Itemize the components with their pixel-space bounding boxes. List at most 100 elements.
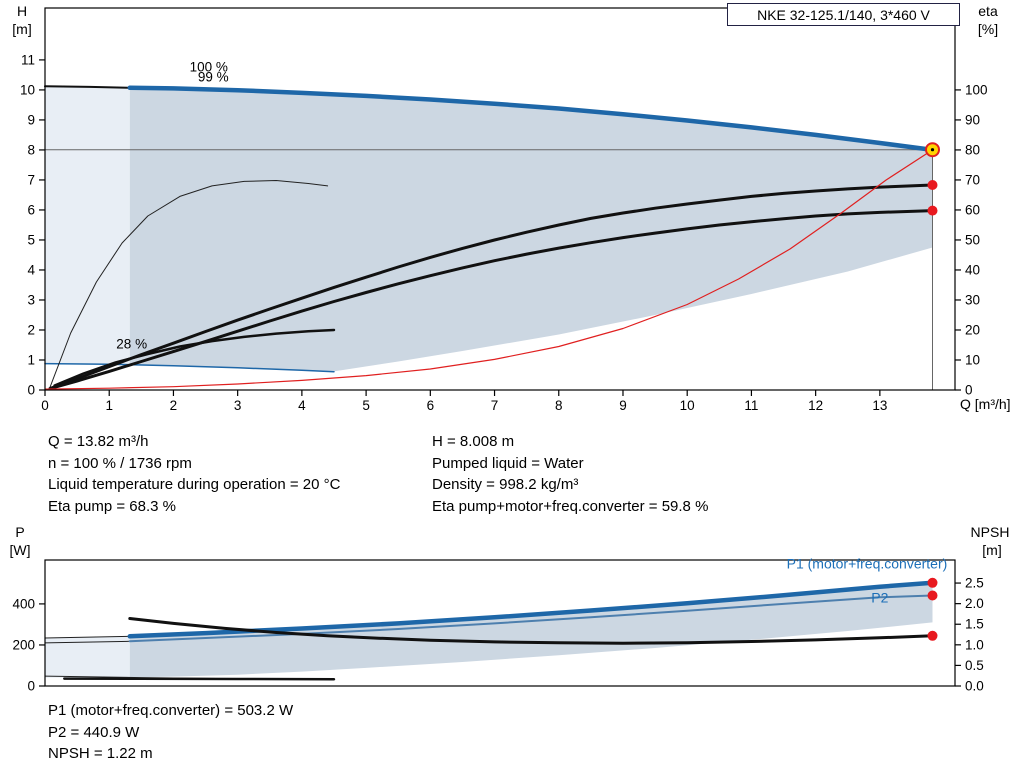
tick-label-left: 8 <box>27 142 35 157</box>
p1-endpoint <box>927 577 938 588</box>
tick-label-bottom: 13 <box>872 398 887 413</box>
axis-title: Q [m³/h] <box>960 396 1011 412</box>
tick-label-left: 6 <box>27 202 35 217</box>
power-envelope <box>129 582 933 678</box>
tick-label-left: 7 <box>27 172 35 187</box>
tick-label-bottom: 4 <box>298 398 306 413</box>
p2-extension <box>44 640 131 644</box>
p2-label: P2 <box>871 589 888 605</box>
p1-label: P1 (motor+freq.converter) <box>787 556 948 572</box>
head-flow-chart-frame <box>44 7 956 391</box>
tick-label-left: 11 <box>21 52 35 67</box>
speed-label-100: 100 % <box>190 59 228 74</box>
duty-point-center <box>930 148 935 152</box>
axis-title: NPSH <box>971 524 1010 540</box>
info-p2-power: P2 = 440.9 W <box>48 723 140 741</box>
tick-label-bottom: 6 <box>427 398 435 413</box>
operating-envelope <box>129 87 933 372</box>
power-npsh-chart-frame <box>44 559 956 687</box>
tick-label-left: 400 <box>12 596 35 611</box>
info-eta-pump: Eta pump = 68.3 % <box>48 497 176 515</box>
pump-curve-max-extension <box>44 85 131 89</box>
power-info: P1 (motor+freq.converter) = 503.2 W P2 =… <box>48 700 293 765</box>
tick-label-right: 50 <box>965 232 980 247</box>
pump-type-label: NKE 32-125.1/140, 3*460 V <box>757 6 930 23</box>
info-speed: n = 100 % / 1736 rpm <box>48 454 192 472</box>
power-npsh-chart: 0 200 400 0.0 0.5 1.0 1.5 2.0 2.5 P [W] NPSH [m] P1 (… <box>10 524 1010 694</box>
tick-label-right: 30 <box>965 292 980 307</box>
tick-label-bottom: 10 <box>680 398 695 413</box>
tick-label-right: 80 <box>965 142 980 157</box>
tick-label-bottom: 12 <box>808 398 823 413</box>
info-p1-power: P1 (motor+freq.converter) = 503.2 W <box>48 702 294 719</box>
speed-label-99: 99 % <box>198 70 229 85</box>
tick-label-right: 40 <box>965 262 980 277</box>
tick-label-right: 2.0 <box>965 596 984 611</box>
tick-label-right: 60 <box>965 202 980 217</box>
tick-label-left: 3 <box>27 292 35 307</box>
p2-curve <box>128 594 934 643</box>
axis-title: H <box>17 3 27 19</box>
tick-label-left: 0 <box>27 383 35 398</box>
eta-pump-endpoint <box>927 180 938 190</box>
tick-label-left: 1 <box>27 352 35 367</box>
axis-title: [%] <box>978 21 998 37</box>
pump-curve-100 <box>127 85 935 153</box>
tick-label-left: 4 <box>27 262 35 277</box>
tick-label-right: 90 <box>965 112 980 127</box>
power-region-left <box>45 636 130 678</box>
tick-label-right: 70 <box>965 172 980 187</box>
info-eta-total: Eta pump+motor+freq.converter = 59.8 % <box>432 497 709 515</box>
tick-label-right: 10 <box>965 352 980 367</box>
npsh-endpoint <box>927 630 938 641</box>
tick-label-right: 20 <box>965 322 980 337</box>
tick-label-bottom: 5 <box>362 398 370 413</box>
eta-curve-reduced-thin <box>49 180 329 388</box>
info-npsh: NPSH = 1.22 m <box>48 745 153 762</box>
info-flow: Q = 13.82 m³/h <box>48 433 149 450</box>
tick-label-left: 5 <box>27 232 35 247</box>
tick-label-left: 0 <box>27 679 35 694</box>
pump-curve-min-28 <box>44 362 335 373</box>
tick-label-bottom: 9 <box>619 398 627 413</box>
duty-info-right: H = 8.008 m Pumped liquid = Water Densit… <box>432 431 708 517</box>
eta-total-curve <box>48 209 934 390</box>
info-pumped-liquid: Pumped liquid = Water <box>432 454 584 472</box>
tick-label-bottom: 1 <box>105 398 113 413</box>
npsh-curve <box>128 617 934 645</box>
duty-info-left: Q = 13.82 m³/h n = 100 % / 1736 rpm Liqu… <box>48 431 340 517</box>
tick-label-right: 1.0 <box>965 637 984 652</box>
axis-title: [m] <box>12 21 31 37</box>
system-curve <box>44 149 934 390</box>
info-liquid-temperature: Liquid temperature during operation = 20… <box>48 476 341 493</box>
p1-extension <box>44 635 131 639</box>
tick-label-left: 10 <box>20 82 35 97</box>
axis-title: [m] <box>982 542 1001 558</box>
pump-type-box: NKE 32-125.1/140, 3*460 V <box>727 3 960 26</box>
tick-label-bottom: 8 <box>555 398 563 413</box>
tick-label-right: 2.5 <box>965 576 984 591</box>
tick-label-right: 0.5 <box>965 658 984 673</box>
tick-label-left: 200 <box>12 637 35 652</box>
tick-label-right: 0.0 <box>965 679 984 694</box>
eta-pump-curve <box>48 183 934 390</box>
p2-endpoint <box>927 590 938 601</box>
info-head: H = 8.008 m <box>432 433 515 450</box>
tick-label-bottom: 11 <box>744 398 758 413</box>
allowed-region-left <box>45 86 130 366</box>
tick-label-bottom: 3 <box>234 398 242 413</box>
axis-title: [W] <box>10 542 31 558</box>
power-min-thick <box>63 677 336 681</box>
tick-label-left: 2 <box>27 322 35 337</box>
tick-label-bottom: 7 <box>491 398 499 413</box>
tick-label-bottom: 2 <box>170 398 178 413</box>
tick-label-right: 1.5 <box>965 617 984 632</box>
axis-title: P <box>15 524 24 540</box>
tick-label-right: 100 <box>965 82 988 97</box>
axis-title: eta <box>978 3 998 19</box>
speed-label-28: 28 % <box>116 337 147 352</box>
tick-label-right: 0 <box>965 383 973 398</box>
